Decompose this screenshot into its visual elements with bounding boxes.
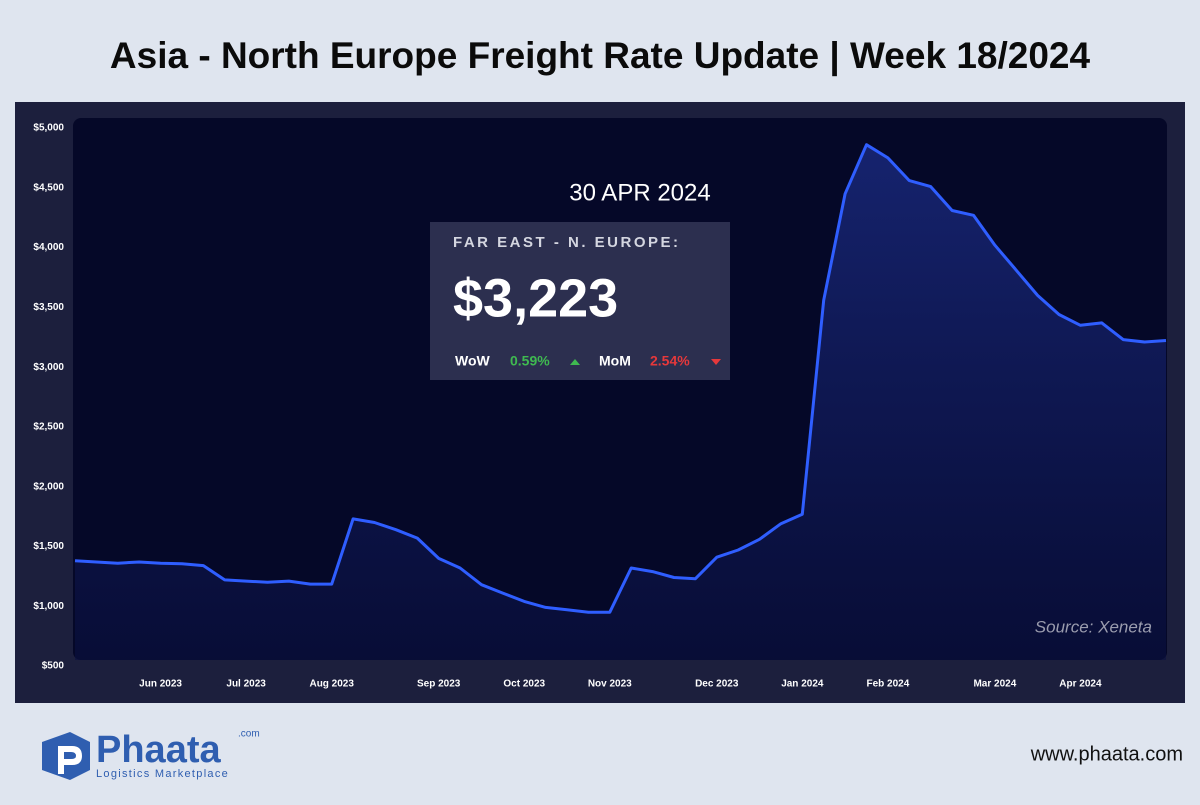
x-tick-label: Sep 2023 — [417, 679, 461, 690]
y-tick-label: $2,000 — [33, 481, 64, 492]
y-tick-label: $4,000 — [33, 242, 64, 253]
x-tick-label: Apr 2024 — [1059, 679, 1102, 690]
wow-label: WoW — [455, 353, 491, 369]
mom-value: 2.54% — [650, 353, 690, 369]
price-label: $3,223 — [453, 268, 618, 328]
x-tick-label: Oct 2023 — [503, 679, 545, 690]
y-tick-label: $500 — [42, 661, 65, 672]
website: www.phaata.com — [1030, 743, 1183, 765]
y-tick-label: $3,000 — [33, 362, 64, 373]
x-tick-label: Jun 2023 — [139, 679, 182, 690]
down-arrow — [711, 359, 721, 365]
date-label: 30 APR 2024 — [569, 179, 710, 206]
logo-icon — [42, 732, 90, 780]
brand-tagline: Logistics Marketplace — [96, 768, 229, 780]
route-label: FAR EAST - N. EUROPE: — [453, 234, 681, 251]
x-tick-label: Dec 2023 — [695, 679, 739, 690]
x-tick-label: Jul 2023 — [226, 679, 266, 690]
x-tick-label: Aug 2023 — [309, 679, 354, 690]
y-tick-label: $1,000 — [33, 601, 64, 612]
mom-label: MoM — [599, 353, 631, 369]
x-tick-label: Jan 2024 — [781, 679, 824, 690]
source-label: Source: Xeneta — [1035, 617, 1152, 636]
area — [75, 144, 1166, 660]
y-tick-label: $4,500 — [33, 182, 64, 193]
wow-value: 0.59% — [510, 353, 550, 369]
x-tick-label: Feb 2024 — [866, 679, 909, 690]
brand-suffix: .com — [238, 729, 260, 740]
x-tick-label: Mar 2024 — [973, 679, 1016, 690]
x-tick-label: Nov 2023 — [588, 679, 632, 690]
up-arrow — [570, 359, 580, 365]
y-tick-label: $3,500 — [33, 302, 64, 313]
info-box — [430, 222, 730, 380]
y-tick-label: $1,500 — [33, 541, 64, 552]
logo-p — [58, 746, 82, 774]
chart-title: Asia - North Europe Freight Rate Update … — [110, 35, 1091, 77]
y-tick-label: $2,500 — [33, 422, 64, 433]
line — [74, 143, 1167, 614]
brand-name: Phaata — [96, 729, 221, 771]
y-tick-label: $5,000 — [33, 123, 64, 134]
